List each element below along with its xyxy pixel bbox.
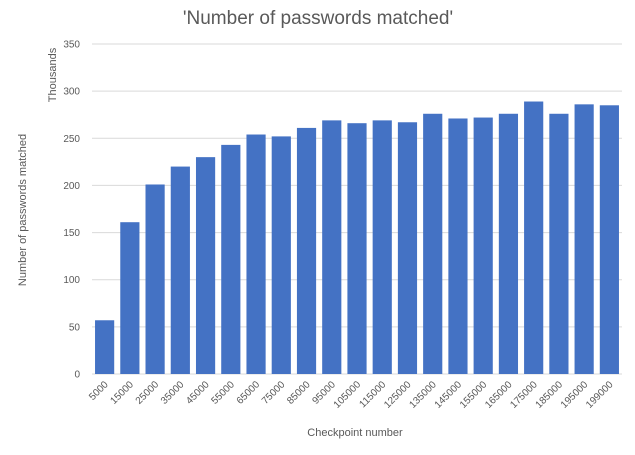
bar-5000 xyxy=(95,320,115,374)
y-tick-label: 0 xyxy=(74,370,80,381)
x-tick-label: 199000 xyxy=(584,379,616,411)
bar-145000 xyxy=(448,118,468,374)
y-tick-label: 300 xyxy=(63,87,80,98)
bar-105000 xyxy=(347,123,367,374)
bar-195000 xyxy=(574,104,594,374)
bar-199000 xyxy=(599,105,619,375)
y-tick-label: 250 xyxy=(63,134,80,145)
y-tick-label: 200 xyxy=(63,181,80,192)
y-tick-label: 150 xyxy=(63,228,80,239)
bar-25000 xyxy=(145,184,165,374)
bar-35000 xyxy=(170,166,190,374)
y-tick-label: 100 xyxy=(63,275,80,286)
x-tick-label: 15000 xyxy=(109,379,137,407)
y-tick-labels: 0 50 100 150 200 250 300 350 xyxy=(63,40,80,381)
x-tick-label: 35000 xyxy=(159,379,187,407)
chart-title: 'Number of passwords matched' xyxy=(183,8,453,29)
x-tick-label: 85000 xyxy=(285,379,313,407)
bar-85000 xyxy=(296,127,317,375)
bar-75000 xyxy=(271,136,291,374)
bar-125000 xyxy=(397,122,418,374)
y-tick-label: 50 xyxy=(69,322,81,333)
x-tick-label: 75000 xyxy=(260,379,288,407)
bar-155000 xyxy=(473,117,493,375)
bar-135000 xyxy=(423,113,443,375)
bars xyxy=(95,101,619,375)
x-tick-labels: 5000150002500035000450005500065000750008… xyxy=(87,379,616,411)
x-tick-label: 45000 xyxy=(184,379,212,407)
bar-165000 xyxy=(498,113,519,375)
bar-15000 xyxy=(120,222,140,374)
x-tick-label: 55000 xyxy=(209,379,237,407)
bar-95000 xyxy=(322,120,342,374)
x-axis-label: Checkpoint number xyxy=(307,427,403,439)
y-tick-label: 350 xyxy=(63,40,80,51)
bar-175000 xyxy=(524,101,544,374)
bar-65000 xyxy=(246,134,266,374)
x-tick-label: 105000 xyxy=(332,379,364,411)
y-axis-label: Number of passwords matched xyxy=(17,134,29,286)
y-unit-label: Thousands xyxy=(47,47,59,102)
bar-55000 xyxy=(221,144,241,374)
x-tick-label: 25000 xyxy=(134,379,162,407)
bar-185000 xyxy=(549,113,569,375)
bar-115000 xyxy=(372,120,392,374)
x-tick-label: 65000 xyxy=(235,379,263,407)
bar-45000 xyxy=(195,157,216,374)
